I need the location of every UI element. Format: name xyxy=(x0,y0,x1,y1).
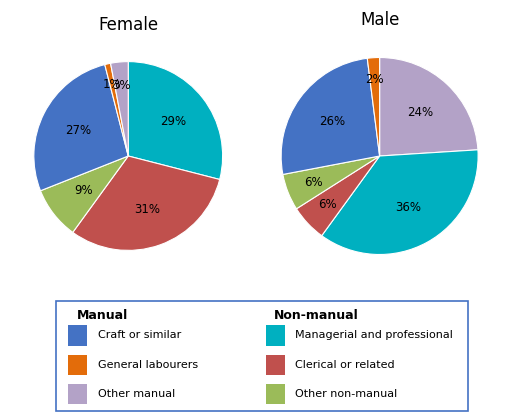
Text: General labourers: General labourers xyxy=(97,360,198,370)
Wedge shape xyxy=(111,62,128,156)
Wedge shape xyxy=(322,150,478,255)
Text: 27%: 27% xyxy=(65,124,91,137)
Text: 26%: 26% xyxy=(319,115,345,128)
FancyBboxPatch shape xyxy=(266,384,285,404)
Text: 31%: 31% xyxy=(134,203,161,216)
Wedge shape xyxy=(128,62,223,179)
FancyBboxPatch shape xyxy=(68,354,87,375)
Wedge shape xyxy=(297,156,380,236)
Text: Other manual: Other manual xyxy=(97,389,175,399)
Wedge shape xyxy=(367,57,380,156)
FancyBboxPatch shape xyxy=(266,354,285,375)
Wedge shape xyxy=(380,57,478,156)
Text: Managerial and professional: Managerial and professional xyxy=(295,330,453,340)
FancyBboxPatch shape xyxy=(55,301,468,411)
Wedge shape xyxy=(281,58,380,174)
Text: Clerical or related: Clerical or related xyxy=(295,360,395,370)
Text: 3%: 3% xyxy=(112,79,131,92)
Text: 6%: 6% xyxy=(304,176,323,188)
FancyBboxPatch shape xyxy=(68,325,87,346)
Wedge shape xyxy=(41,156,128,233)
Text: 2%: 2% xyxy=(365,73,384,86)
Text: Non-manual: Non-manual xyxy=(274,309,359,322)
Text: 36%: 36% xyxy=(395,201,421,214)
Wedge shape xyxy=(105,63,128,156)
Wedge shape xyxy=(283,156,380,209)
Text: Manual: Manual xyxy=(76,309,128,322)
FancyBboxPatch shape xyxy=(68,384,87,404)
Title: Male: Male xyxy=(360,10,399,29)
Text: 9%: 9% xyxy=(74,184,93,197)
Title: Female: Female xyxy=(98,16,159,34)
Text: Other non-manual: Other non-manual xyxy=(295,389,398,399)
Text: Craft or similar: Craft or similar xyxy=(97,330,181,340)
Text: 24%: 24% xyxy=(407,106,433,119)
Text: 1%: 1% xyxy=(103,78,122,91)
Wedge shape xyxy=(34,64,128,191)
Text: 6%: 6% xyxy=(319,198,337,211)
Text: 29%: 29% xyxy=(160,115,186,128)
FancyBboxPatch shape xyxy=(266,325,285,346)
Wedge shape xyxy=(73,156,220,250)
